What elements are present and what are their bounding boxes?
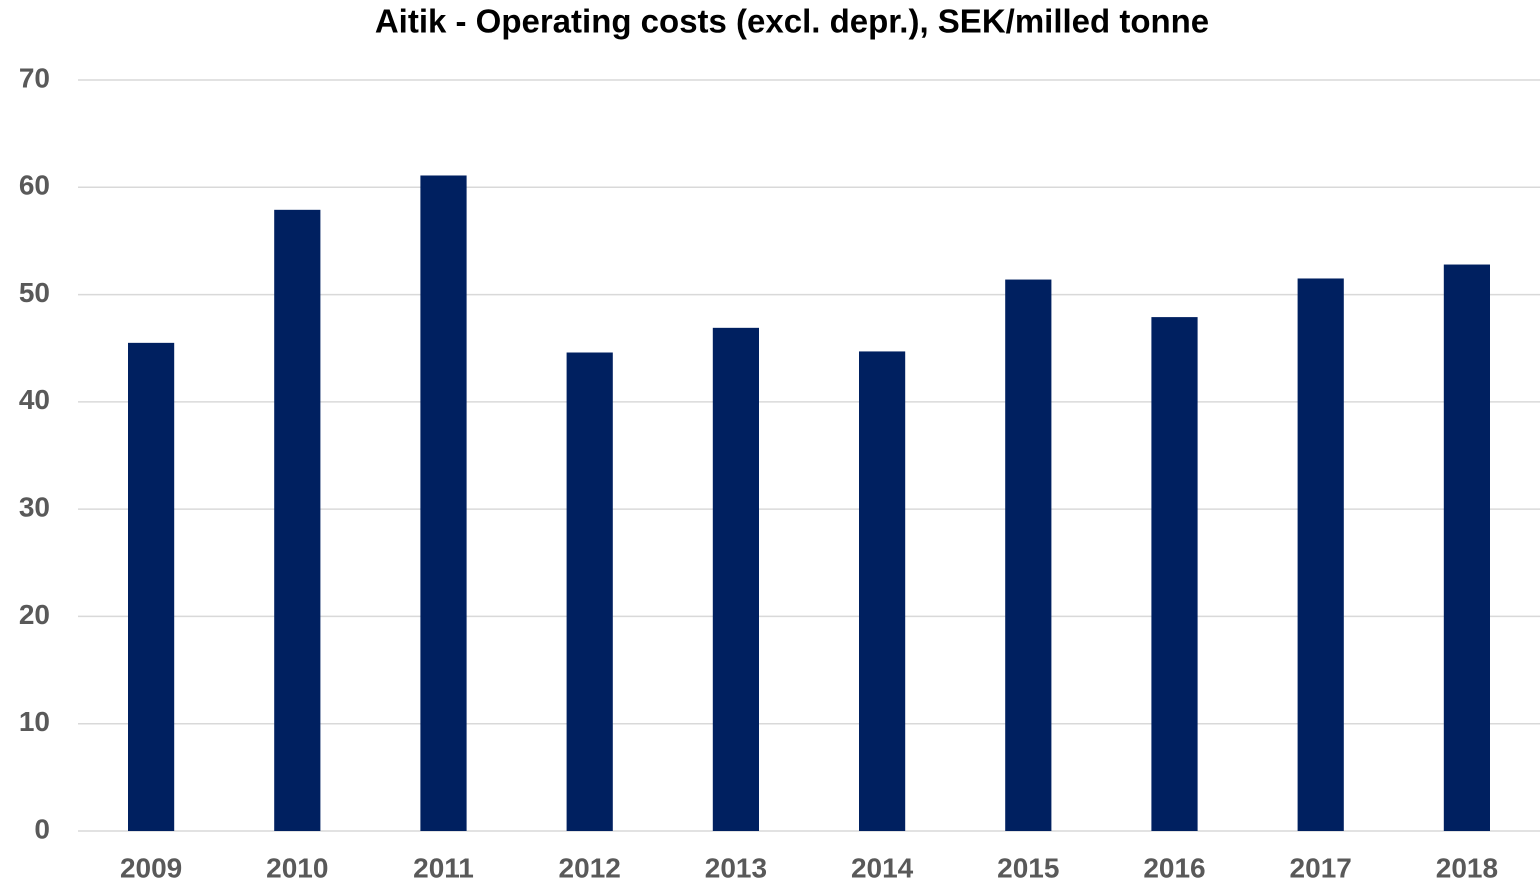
- y-tick-label: 20: [19, 599, 50, 630]
- bar: [566, 352, 613, 831]
- y-tick-label: 30: [19, 492, 50, 523]
- y-tick-label: 0: [34, 813, 50, 844]
- bar: [1443, 264, 1490, 831]
- bar: [128, 342, 175, 831]
- x-tick-label: 2013: [705, 852, 767, 883]
- chart-title: Aitik - Operating costs (excl. depr.), S…: [375, 3, 1209, 40]
- x-tick-label: 2015: [997, 852, 1059, 883]
- x-tick-label: 2018: [1436, 852, 1498, 883]
- bar: [1151, 317, 1198, 831]
- x-tick-label: 2009: [120, 852, 182, 883]
- bar: [420, 175, 467, 832]
- bar: [1297, 278, 1344, 831]
- x-tick-label: 2017: [1290, 852, 1352, 883]
- x-tick-label: 2010: [266, 852, 328, 883]
- y-tick-label: 60: [19, 170, 50, 201]
- x-tick-label: 2011: [413, 852, 474, 883]
- bar: [1005, 279, 1052, 832]
- y-tick-label: 40: [19, 384, 50, 415]
- y-tick-label: 50: [19, 277, 50, 308]
- x-tick-label: 2014: [851, 852, 914, 883]
- bar: [712, 327, 759, 831]
- y-tick-label: 70: [19, 62, 50, 93]
- bar: [274, 209, 321, 831]
- bar: [859, 351, 906, 831]
- x-tick-label: 2016: [1143, 852, 1205, 883]
- y-tick-label: 10: [19, 706, 50, 737]
- x-tick-label: 2012: [559, 852, 621, 883]
